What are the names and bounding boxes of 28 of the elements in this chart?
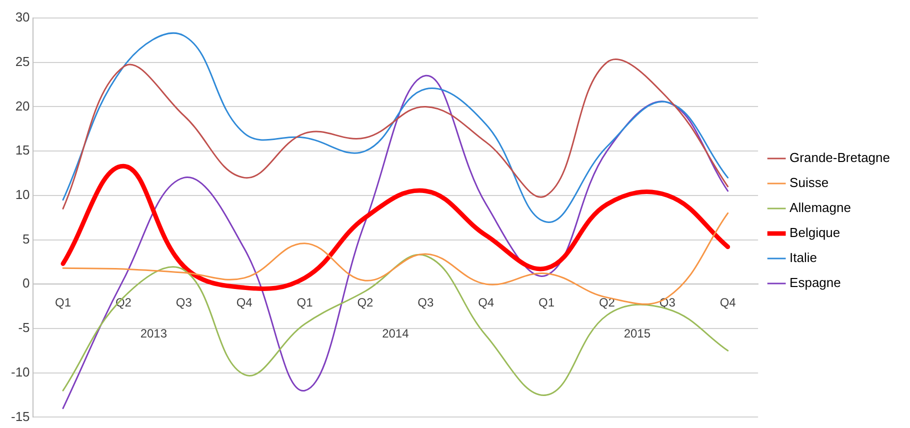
legend-label: Italie (790, 250, 818, 266)
y-tick-label: 0 (22, 276, 30, 291)
y-tick-label: 15 (15, 142, 30, 158)
x-tick-label: Q3 (176, 296, 192, 310)
legend-label: Suisse (790, 175, 829, 190)
x-tick-label: Q4 (478, 296, 494, 310)
x-tick-label: Q3 (418, 296, 434, 310)
legend-label: Espagne (790, 275, 841, 290)
y-tick-label: 20 (15, 98, 30, 114)
x-tick-label: Q4 (720, 296, 736, 310)
legend-label: Allemagne (790, 200, 851, 216)
y-tick-label: 30 (15, 10, 30, 25)
y-tick-label: -15 (10, 408, 30, 424)
annotation: 2013 (140, 326, 168, 340)
y-tick-label: 5 (22, 231, 30, 246)
y-tick-label: -5 (18, 320, 30, 336)
annotation: 2015 (624, 326, 651, 340)
x-tick-label: Q1 (55, 296, 72, 310)
x-tick-label: Q1 (538, 296, 555, 310)
legend-label: Belgique (790, 225, 840, 240)
y-tick-label: 25 (15, 54, 30, 69)
x-tick-label: Q4 (236, 296, 253, 310)
x-tick-label: Q1 (296, 296, 314, 310)
y-tick-label: -10 (10, 364, 30, 380)
legend-label: Grande-Bretagne (790, 150, 890, 166)
y-tick-label: 10 (15, 187, 30, 202)
x-tick-label: Q2 (357, 296, 374, 310)
annotation: 2014 (382, 326, 410, 340)
